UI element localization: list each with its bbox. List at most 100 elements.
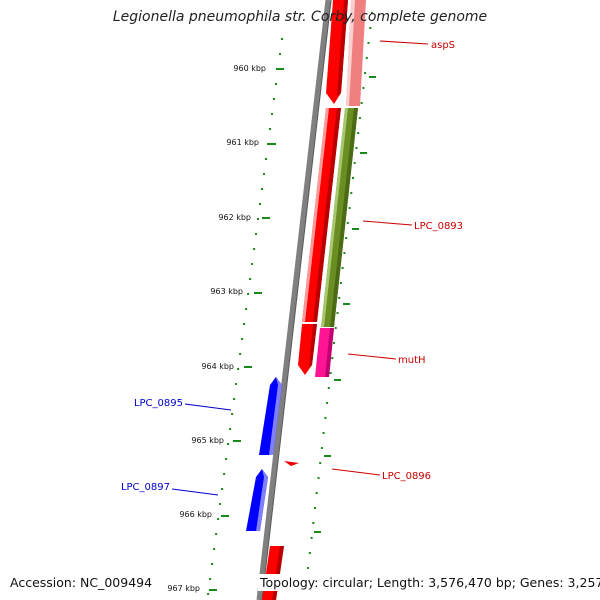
gc-dot-outer [345,237,348,239]
gc-dot-outer [352,177,354,179]
gc-dot-inner [229,428,232,430]
gc-dot-outer [367,42,370,44]
gc-dot-inner [281,38,283,40]
gc-dot-outer [358,117,361,119]
feature-LPC_0895-bar-highlight [269,377,282,455]
gc-dot-outer [369,27,372,29]
gc-dot-outer [355,147,358,149]
gc-dot-inner [233,398,236,400]
forward-cds-top-shade [337,0,348,96]
gc-dot-outer [334,327,337,329]
leader-line-aspS [379,40,429,45]
forward-cds-long-highlight [302,108,329,322]
gc-dot-inner [237,368,240,370]
gc-dot-outer [322,432,325,434]
gc-dot-inner [215,533,218,535]
feature-mutH-bar-shade [325,328,334,377]
gc-dot-inner [211,563,214,565]
gc-dot-inner [223,473,226,475]
gc-dot-outer [341,267,344,269]
gc-dot-inner [239,353,242,355]
gc-dot-outer [343,252,346,254]
tick-marks [209,68,376,591]
gc-dot-inner [247,293,250,295]
gc-dot-inner [243,323,246,325]
label-aspS[interactable]: aspS [431,40,455,51]
leader-line-LPC_0893 [362,220,413,226]
topology-text: Topology: circular; Length: 3,576,470 bp… [258,574,600,591]
leader-line-LPC_0895 [184,403,232,411]
gc-dot-outer [308,552,311,554]
leader-line-LPC_0897 [171,488,219,496]
gc-dot-inner [279,53,281,55]
tick-label-960kbp: 960 kbp [233,64,266,73]
gc-skew-outer-track [305,12,373,584]
gc-dot-inner [263,173,265,175]
accession-text: Accession: NC_009494 [8,574,155,591]
forward-cds-short-shade [309,324,317,368]
gc-dot-inner [235,383,238,385]
gc-dot-inner [257,218,259,220]
gc-dot-inner [231,413,234,415]
gc-dot-inner [207,593,210,595]
forward-cds-long-shade [313,108,341,322]
gc-dot-outer [319,462,322,464]
gc-dot-outer [312,522,315,524]
gc-dot-outer [315,492,318,494]
genome-backbone [256,0,331,600]
gc-dot-outer [336,312,339,314]
label-LPC_0897[interactable]: LPC_0897 [121,482,170,493]
feature-LPC_0893-bar-shade [330,108,358,327]
gc-dot-inner [241,338,244,340]
gc-dot-outer [360,102,363,104]
feature-LPC_0897-bar[interactable] [246,469,268,531]
gc-dot-outer [331,357,334,359]
gc-dot-outer [348,207,351,209]
tick-label-961kbp: 961 kbp [226,138,259,147]
gc-dot-inner [221,488,224,490]
leader-line-LPC_0896 [331,468,381,476]
gc-dot-outer [362,87,365,89]
gc-dot-inner [245,308,248,310]
gc-dot-inner [255,233,257,235]
gc-dot-inner [261,188,263,190]
gc-dot-outer [357,132,360,134]
gc-dot-outer [353,162,356,164]
feature-LPC_0893-bar-highlight [321,108,348,327]
gc-dot-inner [213,548,216,550]
gc-dot-outer [307,567,310,569]
gc-dot-outer [320,447,323,449]
tick-label-963kbp: 963 kbp [210,287,243,296]
gc-dot-inner [253,248,256,250]
gc-dot-outer [339,282,342,284]
gc-dot-outer [329,372,332,374]
feature-LPC_0896-marker[interactable] [284,461,299,466]
tick-label-966kbp: 966 kbp [179,510,212,519]
gc-dot-outer [346,222,349,224]
gc-dot-inner [251,263,254,265]
label-LPC_0895[interactable]: LPC_0895 [134,398,183,409]
gc-dot-inner [225,458,228,460]
gc-dot-outer [338,297,341,299]
leader-line-mutH [347,353,397,360]
gc-dot-inner [259,203,261,205]
gc-dot-inner [275,83,277,85]
label-mutH[interactable]: mutH [398,355,426,366]
feature-LPC_0895-bar[interactable] [259,377,282,455]
tick-label-965kbp: 965 kbp [191,436,224,445]
gc-dot-outer [350,192,353,194]
gc-dot-outer [371,12,373,14]
gc-dot-outer [314,507,316,509]
label-LPC_0896[interactable]: LPC_0896 [382,471,431,482]
gc-dot-inner [273,98,275,100]
tick-label-962kbp: 962 kbp [218,213,251,222]
gc-dot-outer [364,72,367,74]
gc-dot-outer [317,477,320,479]
gc-dot-outer [327,387,330,389]
label-LPC_0893[interactable]: LPC_0893 [414,221,463,232]
gc-dot-outer [324,417,327,419]
map-title: Legionella pneumophila str. Corby, compl… [112,9,488,25]
tick-label-964kbp: 964 kbp [201,362,234,371]
feature-aspS-bar-highlight [346,0,355,106]
gc-dot-inner [265,158,267,160]
